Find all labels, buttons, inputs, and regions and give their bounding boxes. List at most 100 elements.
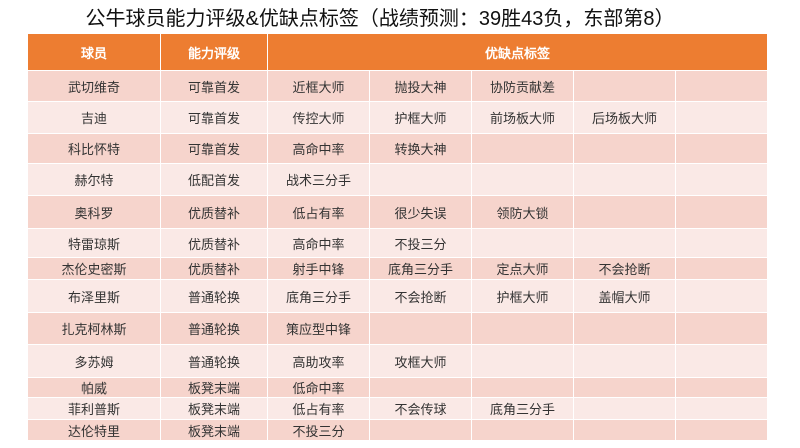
tag-cell: 不会抢断 (573, 257, 676, 280)
tag-cell: 领防大锁 (471, 195, 574, 229)
tag-cell (471, 163, 574, 196)
player-rating-table: 球员 能力评级 优缺点标签 武切维奇 可靠首发 近框大师 抛投大神 协防贡献差 吉迪 可靠首… (27, 33, 768, 441)
rating-cell: 可靠首发 (160, 101, 268, 134)
player-cell: 扎克柯林斯 (27, 312, 161, 345)
tag-cell: 底角三分手 (369, 257, 472, 280)
rating-cell: 优质替补 (160, 228, 268, 258)
header-player: 球员 (27, 33, 161, 71)
tag-cell (573, 344, 676, 378)
tag-cell: 很少失误 (369, 195, 472, 229)
tag-cell (573, 195, 676, 229)
tag-cell (471, 133, 574, 164)
table-row: 杰伦史密斯 优质替补 射手中锋 底角三分手 定点大师 不会抢断 (27, 257, 768, 280)
tag-cell (471, 377, 574, 398)
rating-cell: 普通轮换 (160, 344, 268, 378)
tag-cell: 高命中率 (267, 133, 370, 164)
player-cell: 科比怀特 (27, 133, 161, 164)
table-row: 扎克柯林斯 普通轮换 策应型中锋 (27, 312, 768, 345)
tag-cell (369, 163, 472, 196)
tag-cell (573, 312, 676, 345)
tag-cell: 近框大师 (267, 70, 370, 102)
tag-cell: 不会传球 (369, 397, 472, 420)
tag-cell (675, 397, 768, 420)
table-row: 多苏姆 普通轮换 高助攻率 攻框大师 (27, 344, 768, 378)
tag-cell: 抛投大神 (369, 70, 472, 102)
tag-cell (675, 377, 768, 398)
tag-cell (675, 70, 768, 102)
tag-cell: 护框大师 (369, 101, 472, 134)
tag-cell: 护框大师 (471, 279, 574, 313)
header-rating: 能力评级 (160, 33, 268, 71)
tag-cell: 战术三分手 (267, 163, 370, 196)
tag-cell (369, 377, 472, 398)
page-title: 公牛球员能力评级&优缺点标签（战绩预测：39胜43负，东部第8） (85, 8, 675, 30)
tag-cell: 高命中率 (267, 228, 370, 258)
rating-cell: 低配首发 (160, 163, 268, 196)
table-row: 达伦特里 板凳末端 不投三分 (27, 419, 768, 441)
tag-cell: 不投三分 (267, 419, 370, 441)
tag-cell (675, 163, 768, 196)
tag-cell (675, 133, 768, 164)
rating-cell: 可靠首发 (160, 133, 268, 164)
tag-cell: 转换大神 (369, 133, 472, 164)
tag-cell: 不投三分 (369, 228, 472, 258)
table-header: 球员 能力评级 优缺点标签 (27, 33, 768, 71)
tag-cell (675, 419, 768, 441)
tag-cell: 不会抢断 (369, 279, 472, 313)
rating-cell: 优质替补 (160, 257, 268, 280)
tag-cell (471, 228, 574, 258)
table-row: 菲利普斯 板凳末端 低占有率 不会传球 底角三分手 (27, 397, 768, 420)
table-row: 吉迪 可靠首发 传控大师 护框大师 前场板大师 后场板大师 (27, 101, 768, 134)
player-cell: 奥科罗 (27, 195, 161, 229)
table-row: 武切维奇 可靠首发 近框大师 抛投大神 协防贡献差 (27, 70, 768, 102)
tag-cell (573, 163, 676, 196)
tag-cell (675, 312, 768, 345)
tag-cell: 策应型中锋 (267, 312, 370, 345)
tag-cell (573, 228, 676, 258)
tag-cell (573, 419, 676, 441)
tag-cell (675, 228, 768, 258)
player-cell: 杰伦史密斯 (27, 257, 161, 280)
rating-cell: 普通轮换 (160, 312, 268, 345)
tag-cell: 底角三分手 (267, 279, 370, 313)
player-cell: 赫尔特 (27, 163, 161, 196)
tag-cell (675, 257, 768, 280)
tag-cell (471, 344, 574, 378)
rating-cell: 板凳末端 (160, 377, 268, 398)
table-row: 布泽里斯 普通轮换 底角三分手 不会抢断 护框大师 盖帽大师 (27, 279, 768, 313)
tag-cell: 盖帽大师 (573, 279, 676, 313)
player-cell: 特雷琼斯 (27, 228, 161, 258)
tag-cell (675, 195, 768, 229)
tag-cell (573, 397, 676, 420)
tag-cell: 低占有率 (267, 397, 370, 420)
tag-cell: 射手中锋 (267, 257, 370, 280)
table-row: 特雷琼斯 优质替补 高命中率 不投三分 (27, 228, 768, 258)
rating-cell: 可靠首发 (160, 70, 268, 102)
rating-cell: 板凳末端 (160, 419, 268, 441)
header-tags: 优缺点标签 (267, 33, 768, 71)
player-cell: 菲利普斯 (27, 397, 161, 420)
table-row: 奥科罗 优质替补 低占有率 很少失误 领防大锁 (27, 195, 768, 229)
rating-cell: 板凳末端 (160, 397, 268, 420)
tag-cell (369, 419, 472, 441)
player-cell: 达伦特里 (27, 419, 161, 441)
tag-cell: 协防贡献差 (471, 70, 574, 102)
player-cell: 帕威 (27, 377, 161, 398)
tag-cell (675, 101, 768, 134)
tag-cell (471, 312, 574, 345)
player-cell: 多苏姆 (27, 344, 161, 378)
player-cell: 武切维奇 (27, 70, 161, 102)
tag-cell (573, 377, 676, 398)
tag-cell: 低命中率 (267, 377, 370, 398)
tag-cell (369, 312, 472, 345)
tag-cell: 高助攻率 (267, 344, 370, 378)
tag-cell (573, 133, 676, 164)
rating-cell: 普通轮换 (160, 279, 268, 313)
tag-cell: 低占有率 (267, 195, 370, 229)
tag-cell (675, 344, 768, 378)
player-cell: 吉迪 (27, 101, 161, 134)
tag-cell (573, 70, 676, 102)
tag-cell: 攻框大师 (369, 344, 472, 378)
tag-cell (471, 419, 574, 441)
tag-cell: 底角三分手 (471, 397, 574, 420)
